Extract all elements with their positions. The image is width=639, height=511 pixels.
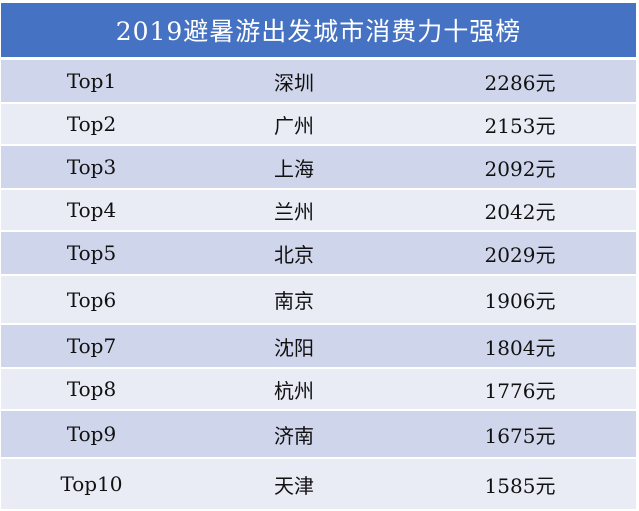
rank-cell: Top6 bbox=[66, 287, 117, 312]
table-body: Top1 深圳 2286元 Top2 广州 2153元 Top3 上海 2092元 Top4 兰州 2… bbox=[1, 60, 636, 511]
rank-cell: Top10 bbox=[60, 472, 123, 496]
table-row: Top1 深圳 2286元 bbox=[1, 60, 636, 104]
spend-cell: 2029元 bbox=[484, 242, 556, 267]
city-cell: 广州 bbox=[274, 113, 314, 138]
table-row: Top3 上海 2092元 bbox=[1, 146, 636, 190]
city-cell: 天津 bbox=[274, 473, 314, 498]
table-row: Top8 杭州 1776元 bbox=[1, 369, 636, 411]
table-row: Top6 南京 1906元 bbox=[1, 276, 636, 325]
rank-cell: Top2 bbox=[66, 112, 117, 136]
city-cell: 北京 bbox=[274, 242, 314, 267]
rank-cell: Top8 bbox=[66, 377, 117, 401]
city-cell: 杭州 bbox=[274, 378, 314, 403]
rank-cell: Top7 bbox=[66, 334, 117, 358]
table-row: Top2 广州 2153元 bbox=[1, 104, 636, 146]
table-row: Top4 兰州 2042元 bbox=[1, 190, 636, 232]
table-row: Top10 天津 1585元 bbox=[1, 459, 636, 511]
rank-cell: Top1 bbox=[66, 69, 117, 93]
spend-cell: 1804元 bbox=[484, 335, 556, 360]
city-cell: 上海 bbox=[274, 156, 314, 181]
spend-cell: 1906元 bbox=[484, 289, 556, 313]
city-cell: 沈阳 bbox=[274, 335, 314, 360]
spend-cell: 2092元 bbox=[484, 156, 556, 181]
spend-cell: 1675元 bbox=[484, 423, 556, 448]
spend-cell: 2286元 bbox=[484, 70, 556, 95]
city-cell: 南京 bbox=[274, 289, 314, 313]
table-row: Top5 北京 2029元 bbox=[1, 232, 636, 276]
table-row: Top7 沈阳 1804元 bbox=[1, 325, 636, 369]
city-cell: 济南 bbox=[274, 423, 314, 448]
rank-cell: Top9 bbox=[66, 422, 117, 446]
rank-cell: Top5 bbox=[66, 241, 117, 265]
spend-cell: 1585元 bbox=[484, 473, 556, 498]
spend-cell: 2042元 bbox=[484, 199, 556, 224]
spend-cell: 2153元 bbox=[484, 113, 556, 138]
spend-cell: 1776元 bbox=[484, 378, 556, 403]
table-title: 2019避暑游出发城市消费力十强榜 bbox=[1, 3, 636, 60]
ranking-table: 2019避暑游出发城市消费力十强榜 Top1 深圳 2286元 Top2 广州 2153元… bbox=[1, 3, 636, 511]
rank-cell: Top4 bbox=[66, 198, 117, 222]
table-row: Top9 济南 1675元 bbox=[1, 411, 636, 459]
rank-cell: Top3 bbox=[66, 155, 117, 179]
city-cell: 深圳 bbox=[274, 70, 314, 95]
city-cell: 兰州 bbox=[274, 199, 314, 224]
